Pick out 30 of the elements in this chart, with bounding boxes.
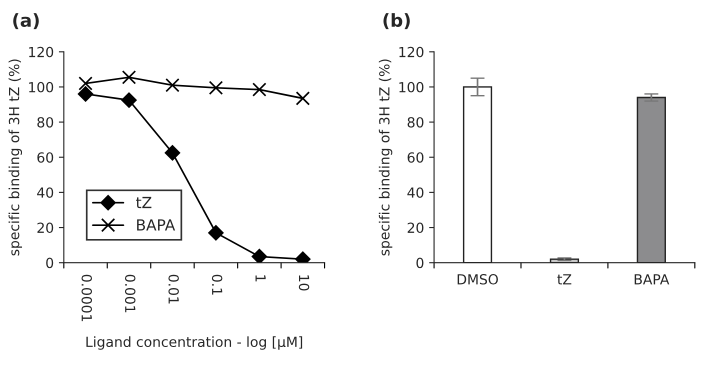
x-tick-label: BAPA (634, 274, 670, 284)
x-tick-label: 0.0001 (82, 274, 92, 322)
x-tick-label: tZ (557, 274, 572, 284)
legend-label: BAPA (137, 219, 176, 230)
x-tick-label: 0.1 (212, 274, 222, 295)
y-tick-label: 40 (407, 187, 424, 198)
y-tick-label: 100 (399, 82, 424, 92)
y-tick-label: 20 (408, 222, 424, 234)
y-tick-label: 80 (37, 117, 54, 128)
y-axis-title: specific binding of 3H tZ (%) (8, 59, 22, 256)
y-tick-label: 100 (29, 82, 54, 92)
y-tick-label: 0 (46, 258, 54, 268)
x-tick-label: 10 (298, 275, 310, 291)
x-tick-label: 0.01 (168, 274, 179, 304)
y-tick-label: 60 (37, 152, 54, 163)
x-tick-label: 0.001 (124, 274, 136, 312)
y-tick-label: 20 (37, 222, 54, 234)
y-tick-label: 120 (29, 46, 54, 58)
x-tick-label: DMSO (458, 274, 498, 285)
legend-label: tZ (136, 196, 152, 208)
y-axis-title: specific binding of 3H tZ (%) (378, 59, 392, 256)
y-tick-label: 0 (416, 258, 424, 268)
y-tick-label: 80 (408, 117, 424, 128)
x-tick-label: 1 (256, 275, 266, 282)
y-tick-label: 120 (399, 46, 424, 58)
chart-title: (a) (13, 13, 39, 30)
y-tick-label: 60 (408, 152, 424, 163)
x-axis-title: Ligand concentration - log [μM] (86, 336, 302, 350)
y-tick-label: 40 (37, 187, 54, 198)
chart-title: (b) (383, 13, 410, 30)
